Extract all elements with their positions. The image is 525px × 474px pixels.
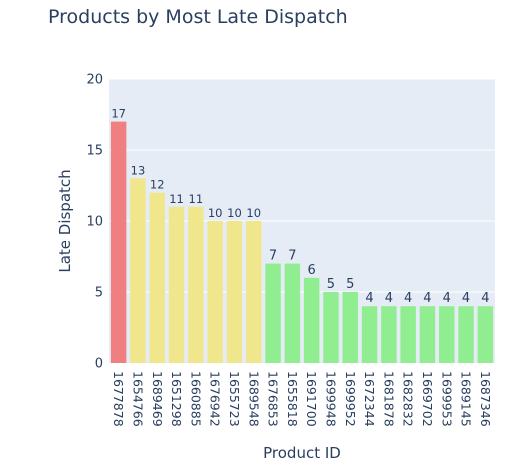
bars — [110, 121, 494, 363]
x-tick-label: 1655818 — [285, 371, 300, 427]
bar — [361, 306, 378, 363]
y-axis-title: Late Dispatch — [56, 169, 74, 272]
bar-value-label: 17 — [111, 107, 126, 121]
y-tick-label: 20 — [86, 73, 103, 88]
bar-value-label: 10 — [227, 206, 242, 220]
bar — [323, 292, 339, 363]
bar — [149, 192, 165, 363]
bar-value-label: 4 — [462, 291, 470, 306]
bar-value-label: 5 — [327, 277, 335, 292]
bar — [207, 221, 223, 363]
y-tick-label: 15 — [86, 144, 103, 159]
bar — [419, 306, 436, 363]
x-tick-label: 1651298 — [169, 371, 184, 427]
chart-title: Products by Most Late Dispatch — [48, 6, 348, 28]
bar-value-label: 10 — [208, 206, 223, 220]
x-tick-label: 1699948 — [323, 371, 338, 427]
bar-value-label: 10 — [246, 206, 261, 220]
x-tick-label: 1672344 — [362, 371, 377, 427]
bar-value-label: 11 — [189, 192, 204, 206]
bar-value-label: 12 — [150, 178, 165, 192]
bar — [303, 277, 320, 363]
bar-value-label: 4 — [423, 291, 431, 306]
bar-value-label: 13 — [131, 163, 146, 177]
bar-value-label: 4 — [404, 291, 412, 306]
bar — [342, 292, 358, 363]
y-axis-ticks: 0 5 10 15 20 — [86, 73, 103, 372]
x-tick-label: 1689469 — [150, 371, 165, 427]
bar-value-label: 4 — [385, 291, 393, 306]
bar-value-label: 5 — [346, 277, 354, 292]
bar — [168, 206, 185, 363]
bar-value-label: 11 — [169, 192, 184, 206]
y-tick-label: 5 — [95, 286, 103, 301]
bar — [477, 306, 494, 363]
bar — [246, 221, 262, 363]
bar-value-label: 7 — [269, 249, 277, 264]
x-tick-label: 1681878 — [381, 371, 396, 427]
x-tick-label: 1699952 — [343, 371, 358, 427]
x-tick-label: 1676942 — [208, 371, 223, 427]
bar — [265, 263, 281, 363]
x-tick-label: 1691700 — [304, 371, 319, 427]
x-tick-label: 1689548 — [246, 371, 261, 427]
x-tick-label: 1660885 — [188, 371, 203, 427]
x-tick-label: 1655723 — [227, 371, 242, 427]
x-tick-label: 1669702 — [420, 371, 435, 427]
bar-value-label: 7 — [288, 249, 296, 264]
bar-value-label: 4 — [443, 291, 451, 306]
x-tick-label: 1689145 — [459, 371, 474, 427]
y-tick-label: 0 — [95, 357, 103, 372]
y-tick-label: 10 — [86, 215, 103, 230]
bar — [226, 221, 243, 363]
x-axis-title: Product ID — [263, 444, 341, 462]
bar — [458, 306, 474, 363]
bar — [400, 306, 416, 363]
bar — [381, 306, 397, 363]
bar — [110, 121, 127, 363]
bar — [284, 263, 301, 363]
x-tick-label: 1654766 — [130, 371, 145, 427]
bar-value-label: 4 — [481, 291, 489, 306]
bar-value-label: 4 — [365, 291, 373, 306]
bar-value-label: 6 — [308, 263, 316, 278]
x-tick-label: 1699953 — [439, 371, 454, 427]
bar — [188, 206, 204, 363]
x-tick-label: 1687346 — [478, 371, 493, 427]
x-tick-label: 1682832 — [401, 371, 416, 427]
x-tick-label: 1676853 — [266, 371, 281, 427]
bar — [130, 178, 146, 363]
bar — [439, 306, 455, 363]
x-axis-ticks: 1677878 1654766 1689469 1651298 1660885 16769… — [111, 371, 493, 427]
x-tick-label: 1677878 — [111, 371, 126, 427]
